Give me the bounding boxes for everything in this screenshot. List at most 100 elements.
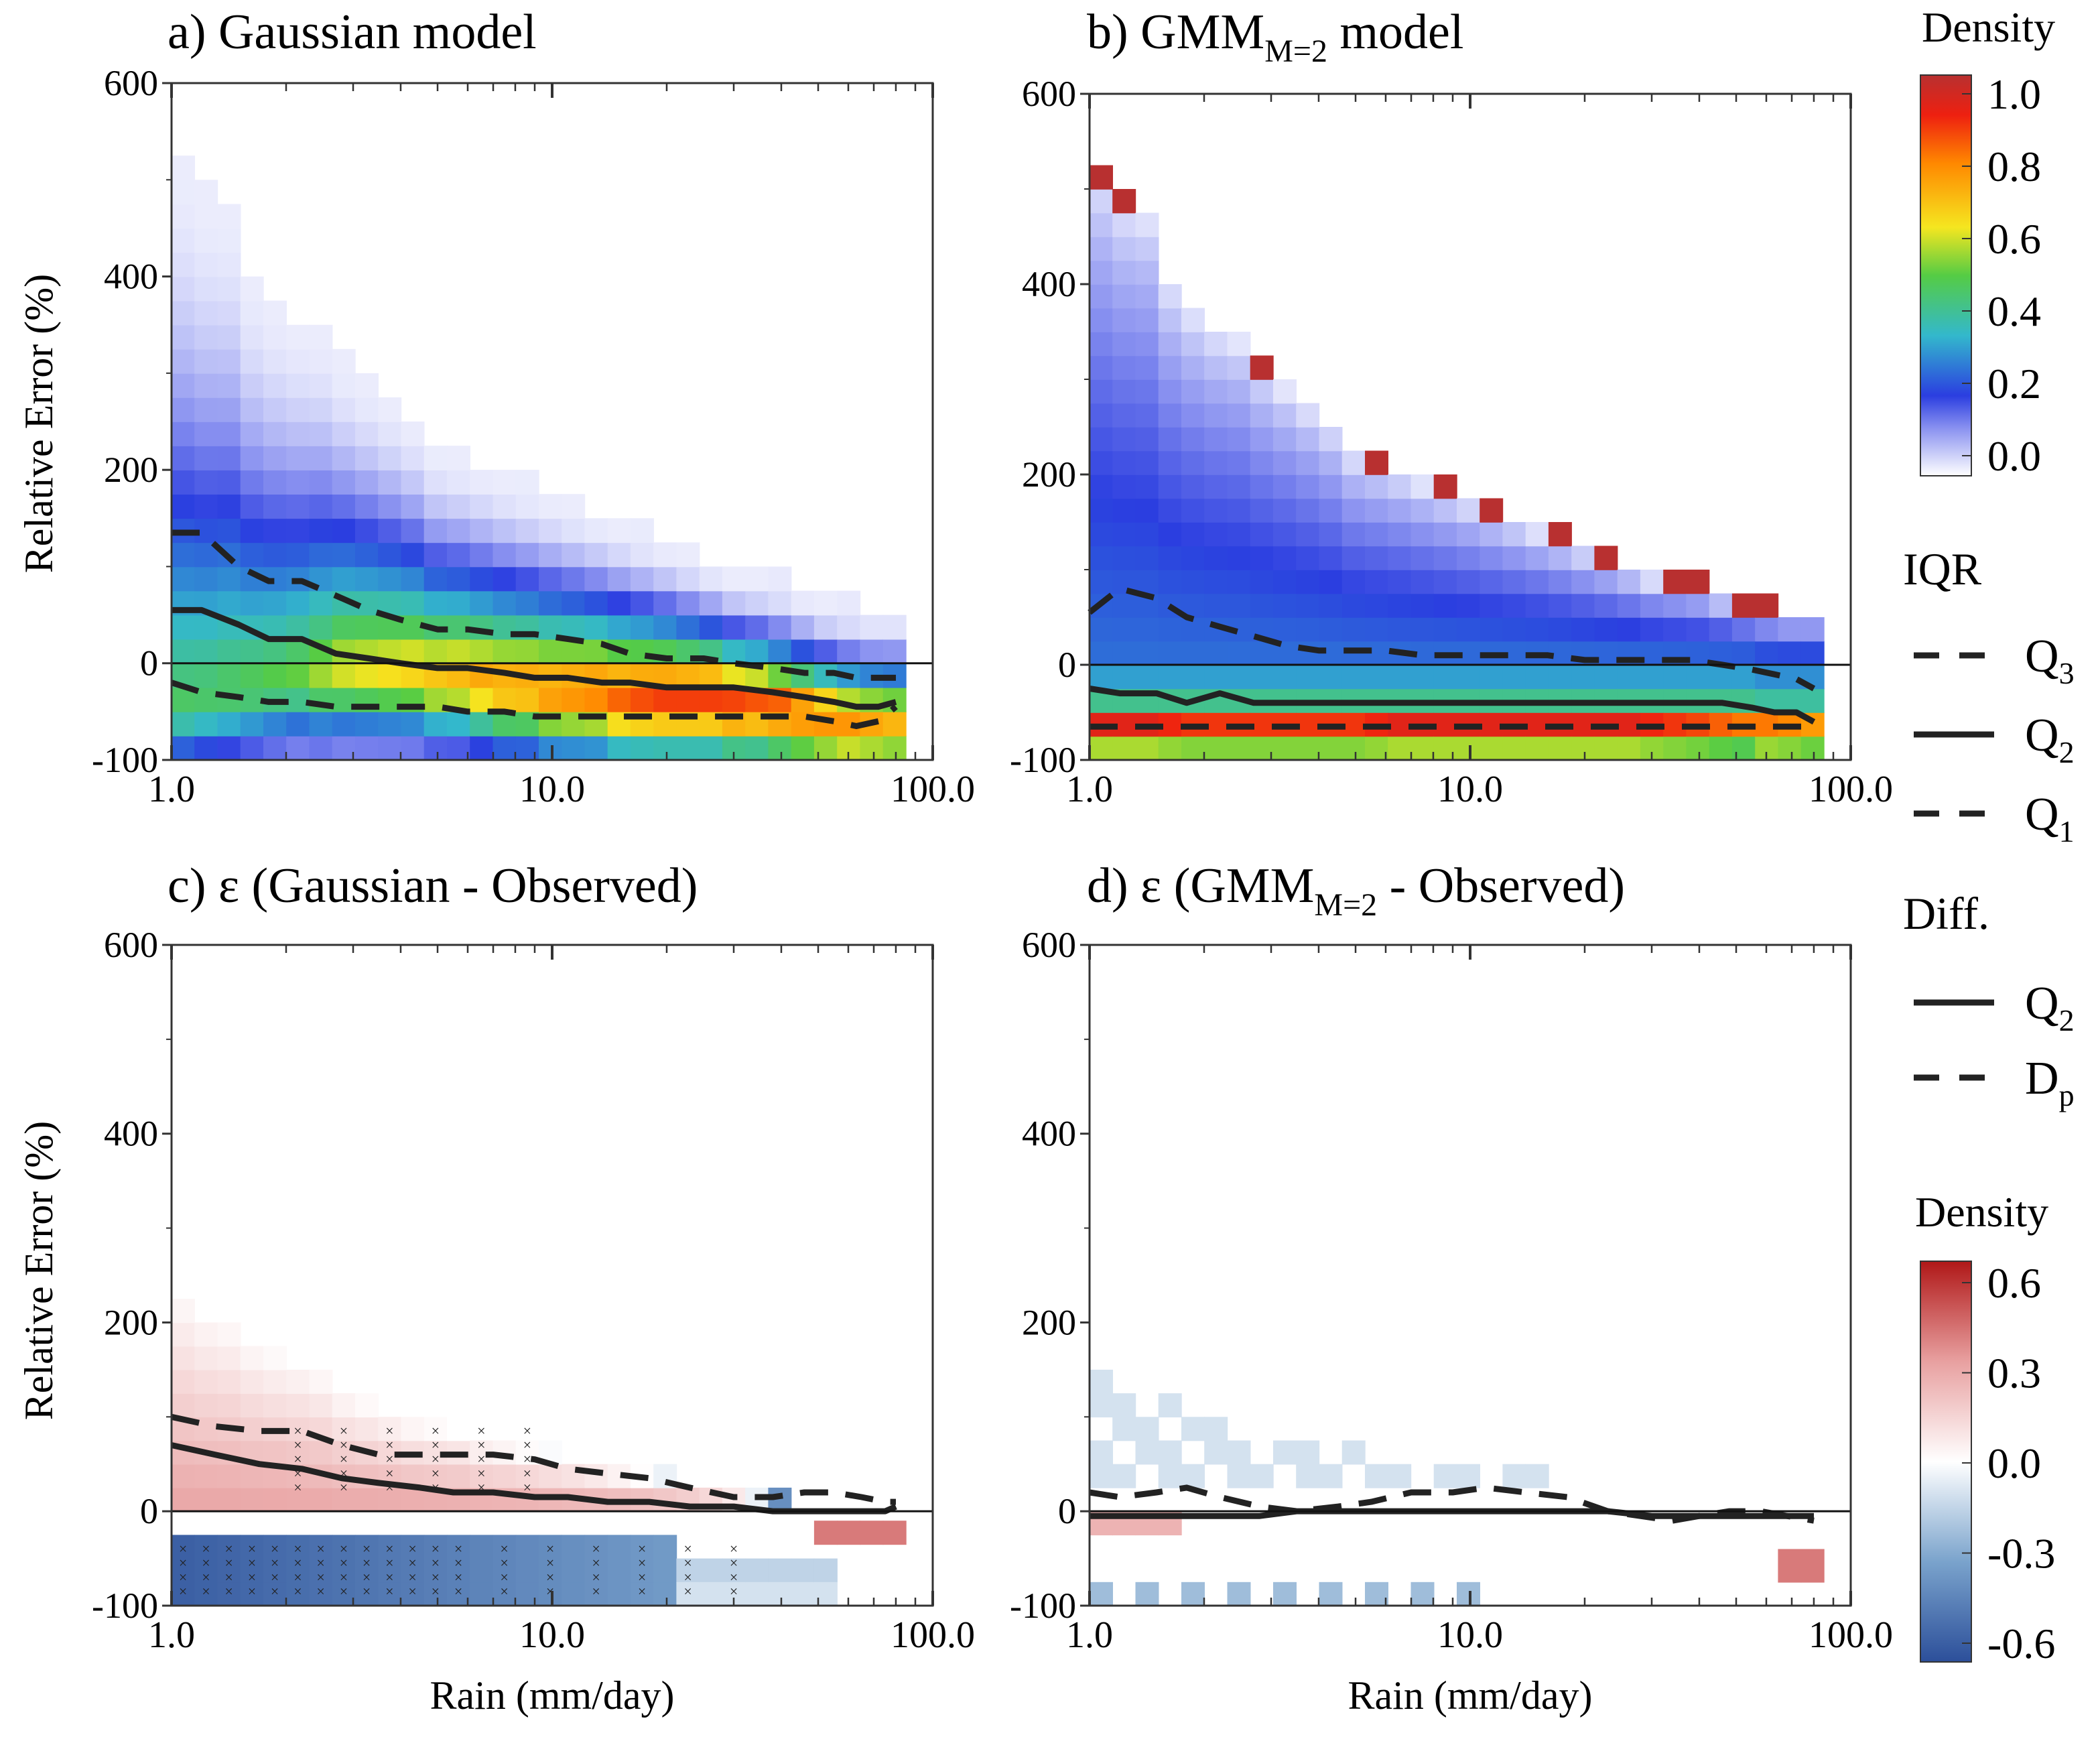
heatmap-cell	[401, 470, 425, 495]
significance-mark: ×	[432, 1569, 440, 1586]
heatmap-cell	[309, 397, 333, 422]
heatmap-cell	[1112, 427, 1136, 452]
significance-mark: ×	[202, 1541, 210, 1557]
heatmap-cell	[332, 1582, 356, 1606]
heatmap-cell	[1388, 712, 1412, 737]
heatmap-cell	[1090, 332, 1113, 357]
heatmap-cell	[607, 590, 631, 616]
heatmap-cell	[1571, 570, 1595, 594]
heatmap-cell	[1594, 736, 1618, 761]
heatmap-cell	[515, 518, 539, 543]
heatmap-cell	[447, 1582, 470, 1606]
significance-mark: ×	[224, 1541, 233, 1557]
heatmap-cell	[562, 1582, 586, 1606]
heatmap-cell	[1433, 570, 1457, 594]
heatmap-cell	[332, 422, 356, 446]
heatmap-cell	[263, 639, 287, 664]
heatmap-cell	[768, 735, 792, 761]
heatmap-cell	[562, 542, 586, 568]
heatmap-cell	[286, 542, 310, 568]
heatmap-cell	[676, 590, 700, 616]
heatmap-cell	[1548, 617, 1572, 642]
heatmap-cell	[699, 663, 723, 688]
heatmap-cell	[1502, 665, 1526, 690]
heatmap-cell	[539, 542, 562, 568]
heatmap-cell	[1548, 593, 1572, 618]
heatmap-cell	[423, 711, 448, 736]
heatmap-cell	[1250, 665, 1274, 690]
heatmap-cell	[1319, 522, 1343, 547]
heatmap-cell	[768, 566, 792, 592]
heatmap-cell	[1480, 545, 1504, 570]
heatmap-cell	[539, 687, 562, 712]
heatmap-cell	[539, 518, 562, 543]
heatmap-cell	[1548, 570, 1572, 594]
heatmap-cell	[194, 1464, 218, 1488]
heatmap-cell	[1250, 355, 1274, 380]
heatmap-cell	[194, 373, 218, 398]
significance-mark: ×	[179, 1555, 187, 1571]
heatmap-cell	[172, 470, 195, 495]
significance-mark: ×	[340, 1437, 348, 1454]
heatmap-cell	[1571, 593, 1595, 618]
heatmap-cell	[1548, 736, 1572, 761]
heatmap-cell	[768, 639, 792, 664]
heatmap-cell	[355, 1393, 379, 1418]
heatmap-cell	[263, 494, 287, 519]
panel-a-title: a) Gaussian model	[168, 5, 537, 60]
significance-mark: ×	[385, 1451, 393, 1468]
significance-mark: ×	[683, 1555, 692, 1571]
heatmap-cell	[1158, 545, 1182, 570]
heatmap-cell	[263, 446, 287, 470]
heatmap-cell	[1731, 593, 1756, 618]
significance-mark: ×	[385, 1555, 393, 1571]
heatmap-cell	[722, 566, 746, 592]
heatmap-cell	[217, 204, 241, 229]
significance-mark: ×	[385, 1583, 393, 1600]
significance-mark: ×	[271, 1569, 279, 1586]
heatmap-cell	[1296, 1440, 1320, 1465]
heatmap-cell	[1800, 617, 1825, 642]
heatmap-cell	[1319, 450, 1343, 475]
heatmap-cell	[493, 639, 517, 664]
heatmap-cell	[217, 348, 241, 374]
heatmap-cell	[1273, 522, 1297, 547]
heatmap-cell	[332, 615, 356, 640]
heatmap-cell	[1433, 545, 1457, 570]
heatmap-cell	[355, 470, 379, 495]
significance-mark: ×	[340, 1555, 348, 1571]
significance-mark: ×	[432, 1423, 440, 1439]
heatmap-cell	[653, 590, 677, 616]
heatmap-cell	[1778, 641, 1802, 665]
heatmap-cell	[1112, 450, 1136, 475]
heatmap-cell	[1617, 570, 1641, 594]
heatmap-cell	[355, 422, 379, 446]
heatmap-cell	[1800, 736, 1825, 761]
heatmap-cell	[217, 1346, 241, 1370]
heatmap-cell	[1594, 570, 1618, 594]
heatmap-cell	[515, 735, 539, 761]
heatmap-cell	[1250, 403, 1274, 428]
heatmap-cell	[493, 1582, 517, 1606]
heatmap-cell	[1250, 427, 1274, 452]
heatmap-cell	[332, 397, 356, 422]
heatmap-cell	[1319, 1582, 1343, 1606]
heatmap-cell	[309, 1440, 333, 1465]
heatmap-cell	[1273, 665, 1297, 690]
heatmap-cell	[1778, 617, 1802, 642]
heatmap-cell	[309, 711, 333, 736]
heatmap-cell	[1319, 617, 1343, 642]
heatmap-cell	[263, 1369, 287, 1394]
heatmap-cell	[1457, 545, 1480, 570]
heatmap-cell	[194, 276, 218, 302]
heatmap-cell	[332, 373, 356, 398]
heatmap-cell	[1227, 570, 1251, 594]
heatmap-cell	[1204, 641, 1228, 665]
y-tick-label: 200	[1022, 1302, 1076, 1342]
significance-mark: ×	[248, 1555, 256, 1571]
heatmap-cell	[263, 735, 287, 761]
heatmap-cell	[1388, 617, 1412, 642]
heatmap-cell	[1181, 355, 1205, 380]
heatmap-cell	[515, 566, 539, 592]
heatmap-cell	[607, 566, 631, 592]
